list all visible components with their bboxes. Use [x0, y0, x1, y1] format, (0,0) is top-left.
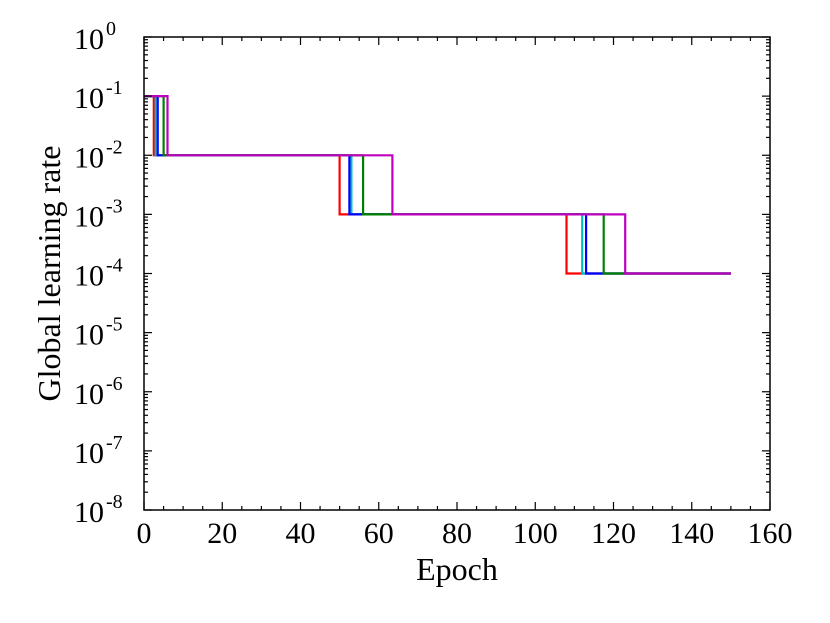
- x-tick-label: 140: [669, 517, 714, 550]
- x-tick-label: 40: [286, 517, 316, 550]
- x-tick-label: 160: [748, 517, 793, 550]
- series-line-3: [144, 95, 731, 275]
- y-tick-base: 10: [74, 260, 104, 293]
- y-tick-label: 10: [74, 496, 104, 529]
- y-tick-exponent: -2: [106, 136, 123, 158]
- x-axis: 0 20 40 60 80 100 120 140 160: [137, 37, 793, 550]
- x-tick-label: 60: [364, 517, 394, 550]
- y-tick-base: 10: [74, 496, 104, 529]
- series-line-1: [144, 95, 731, 275]
- series-line-5: [144, 95, 731, 275]
- y-tick-exponent: -4: [106, 255, 123, 277]
- y-tick-exponent: -6: [106, 373, 123, 395]
- y-tick-exponent: -1: [106, 77, 123, 99]
- y-tick-base: 10: [74, 319, 104, 352]
- y-tick-base: 10: [74, 82, 104, 115]
- x-tick-label: 80: [442, 517, 472, 550]
- y-tick-label: 10: [74, 23, 104, 56]
- x-tick-label: 100: [513, 517, 558, 550]
- y-tick-exponent: -8: [106, 491, 123, 513]
- plot-area: [144, 95, 731, 275]
- y-tick-label: 10: [74, 260, 104, 293]
- y-tick-base: 10: [74, 141, 104, 174]
- y-axis-title: Global learning rate: [31, 146, 67, 402]
- series-line-2: [144, 95, 731, 275]
- y-tick-exponent: -3: [106, 195, 123, 217]
- y-tick-exponent: -5: [106, 314, 123, 336]
- y-tick-label: 10: [74, 200, 104, 233]
- y-tick-label: 10: [74, 319, 104, 352]
- x-axis-title: Epoch: [416, 551, 498, 587]
- y-tick-base: 10: [74, 378, 104, 411]
- x-tick-label: 120: [591, 517, 636, 550]
- y-tick-base: 10: [74, 23, 104, 56]
- y-tick-label: 10: [74, 141, 104, 174]
- y-tick-base: 10: [74, 200, 104, 233]
- series-line-4: [144, 95, 731, 275]
- x-tick-label: 0: [137, 517, 152, 550]
- y-tick-label: 10: [74, 378, 104, 411]
- x-tick-label: 20: [207, 517, 237, 550]
- y-tick-label: 10: [74, 82, 104, 115]
- y-tick-base: 10: [74, 437, 104, 470]
- y-tick-exponent: -7: [106, 432, 123, 454]
- y-tick-exponent: 0: [106, 18, 116, 40]
- y-tick-label: 10: [74, 437, 104, 470]
